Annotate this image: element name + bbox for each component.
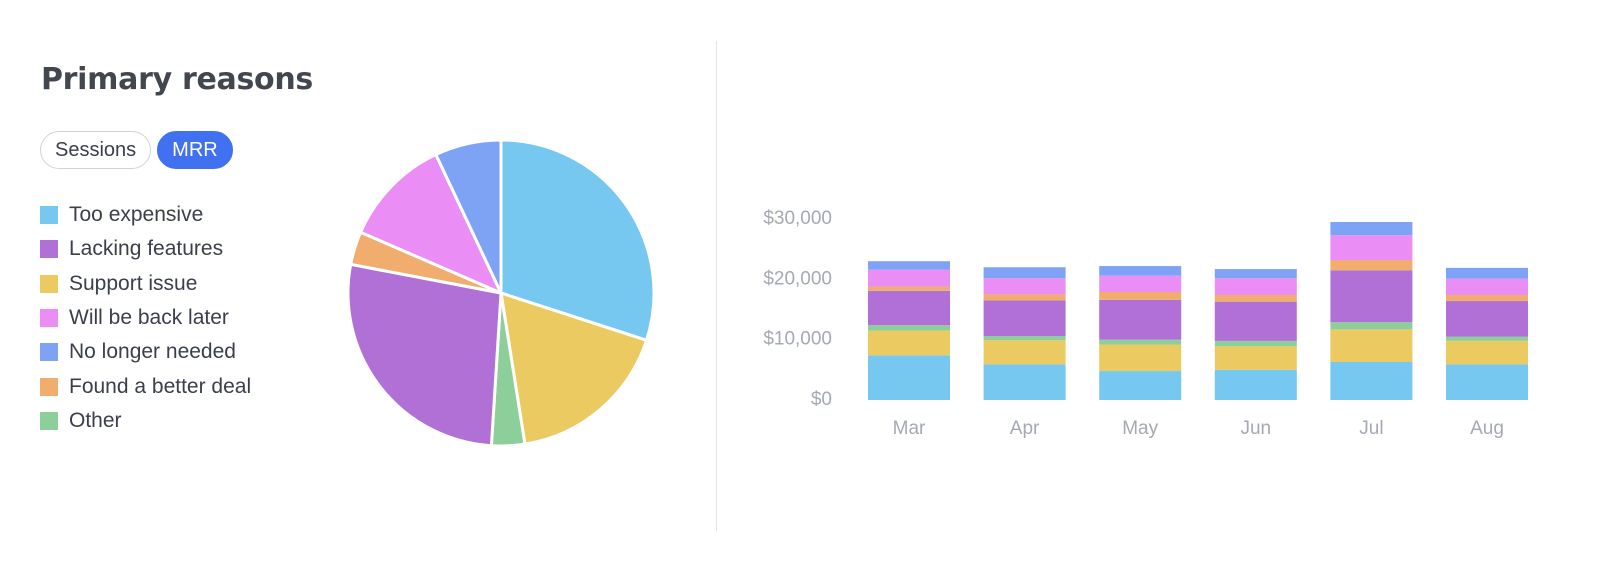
bar-segment-may-will-be-back-later[interactable] [1099,275,1182,292]
legend-label: Too expensive [69,203,204,227]
bar-segment-jul-support-issue[interactable] [1330,329,1413,362]
pie-slice-too-expensive[interactable] [499,138,656,342]
bar-segment-may-too-expensive[interactable] [1099,371,1182,400]
bar-segment-aug-lacking-features[interactable] [1446,301,1528,337]
metric-toggle: Sessions MRR [40,131,233,169]
bar-segment-jul-too-expensive[interactable] [1330,361,1413,400]
bar-segment-aug-other[interactable] [1446,336,1528,341]
bar-segment-aug-support-issue[interactable] [1446,340,1528,365]
bar-segment-jul-other[interactable] [1330,322,1413,330]
pie-slice-will-be-back-later[interactable] [359,153,503,295]
bar-segment-jul-no-longer-needed[interactable] [1330,222,1413,236]
legend-label: Other [69,408,122,432]
x-tick-label: May [1122,418,1158,439]
bar-segment-jun-lacking-features[interactable] [1214,301,1297,341]
bar-segment-jun-found-a-better-deal[interactable] [1214,295,1297,302]
legend-item-too-expensive: Too expensive [40,198,251,232]
bar-segment-may-lacking-features[interactable] [1099,299,1182,340]
bar-segment-mar-support-issue[interactable] [868,330,950,356]
legend-swatch [40,377,58,396]
bar-segment-jun-no-longer-needed[interactable] [1214,269,1297,279]
bar-segment-may-found-a-better-deal[interactable] [1099,292,1182,300]
bar-segment-apr-support-issue[interactable] [983,340,1066,365]
legend-swatch [40,274,58,293]
legend-swatch [40,411,58,430]
bar-segment-may-support-issue[interactable] [1099,344,1182,372]
legend-swatch [40,206,58,225]
bar-segment-jun-other[interactable] [1214,340,1297,347]
legend-swatch [40,240,58,259]
bar-segment-aug-no-longer-needed[interactable] [1446,267,1528,279]
bar-segment-apr-found-a-better-deal[interactable] [983,294,1066,301]
y-tick-label: $20,000 [763,268,832,289]
legend-item-support-issue: Support issue [40,267,251,301]
page-title: Primary reasons [41,62,313,97]
bar-segment-apr-no-longer-needed[interactable] [983,267,1066,279]
bar-segment-aug-will-be-back-later[interactable] [1446,278,1528,296]
legend-item-other: Other [40,404,251,438]
bar-segment-aug-found-a-better-deal[interactable] [1446,295,1528,302]
legend-label: Will be back later [69,306,229,330]
legend-item-found-a-better-deal: Found a better deal [40,369,251,403]
x-tick-label: Apr [1010,418,1040,439]
pie-slice-support-issue[interactable] [499,291,649,446]
legend-label: No longer needed [69,340,236,364]
legend-item-will-be-back-later: Will be back later [40,301,251,335]
x-tick-label: Jun [1240,418,1271,439]
bar-segment-apr-other[interactable] [983,336,1066,341]
legend-item-lacking-features: Lacking features [40,232,251,266]
bar-segment-jun-will-be-back-later[interactable] [1214,278,1297,296]
panel-divider [716,41,717,531]
sessions-toggle-button[interactable]: Sessions [40,131,152,169]
bar-segment-mar-no-longer-needed[interactable] [868,261,950,270]
y-tick-label: $10,000 [763,329,832,350]
legend-label: Support issue [69,271,198,295]
bar-segment-aug-too-expensive[interactable] [1446,364,1528,400]
bar-segment-may-no-longer-needed[interactable] [1099,266,1182,276]
bar-segment-apr-will-be-back-later[interactable] [983,278,1066,295]
legend-label: Found a better deal [69,374,252,398]
bar-segment-mar-too-expensive[interactable] [868,355,950,400]
bar-segment-mar-lacking-features[interactable] [868,290,950,326]
bar-segment-apr-lacking-features[interactable] [983,300,1066,337]
x-tick-label: Jul [1359,418,1383,439]
bar-segment-jun-too-expensive[interactable] [1214,369,1297,400]
mrr-toggle-button[interactable]: MRR [157,131,233,169]
legend-swatch [40,309,58,328]
legend-label: Lacking features [69,237,224,261]
y-tick-label: $30,000 [763,208,832,229]
bar-segment-jun-support-issue[interactable] [1214,346,1297,370]
pie-slice-no-longer-needed[interactable] [434,138,503,295]
legend: Too expensive Lacking features Support i… [40,198,251,438]
y-tick-label: $0 [811,389,832,410]
legend-swatch [40,343,58,362]
bar-segment-jul-will-be-back-later[interactable] [1330,235,1413,261]
bar-segment-jul-lacking-features[interactable] [1330,270,1413,323]
legend-item-no-longer-needed: No longer needed [40,335,251,369]
bar-segment-apr-too-expensive[interactable] [983,364,1066,400]
bar-segment-jul-found-a-better-deal[interactable] [1330,260,1413,271]
bar-segment-mar-will-be-back-later[interactable] [868,269,950,287]
bar-segment-mar-other[interactable] [868,325,950,331]
x-tick-label: Aug [1470,418,1504,439]
bar-segment-mar-found-a-better-deal[interactable] [868,286,950,291]
bar-segment-may-other[interactable] [1099,339,1182,345]
x-tick-label: Mar [893,418,926,439]
pie-slice-lacking-features[interactable] [346,262,503,448]
